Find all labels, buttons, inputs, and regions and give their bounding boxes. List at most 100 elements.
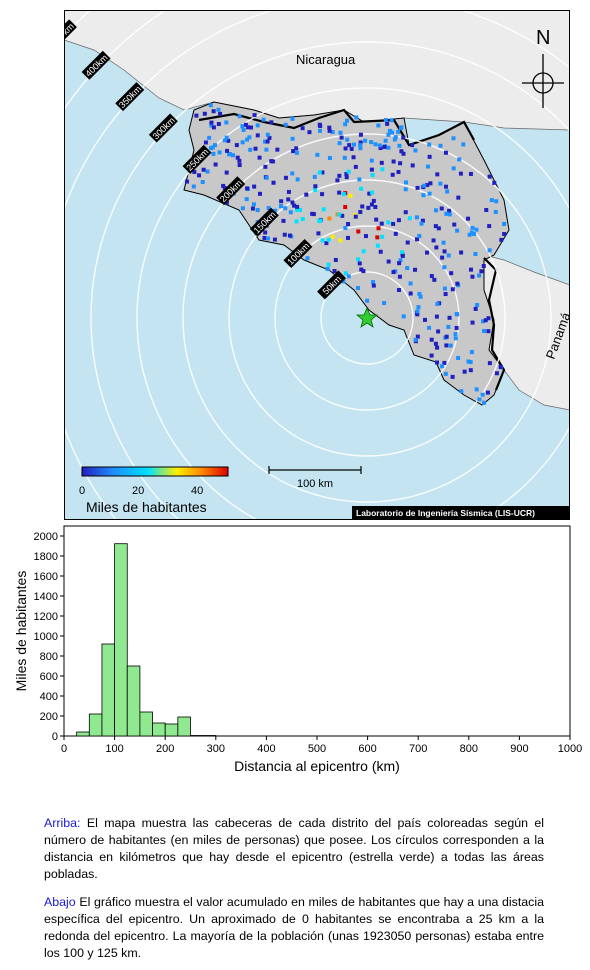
distance-ring xyxy=(320,271,414,365)
district-point xyxy=(235,155,240,160)
district-point xyxy=(403,210,408,215)
district-point xyxy=(452,222,457,227)
district-point xyxy=(386,145,391,150)
district-point xyxy=(255,208,260,213)
district-point xyxy=(484,207,489,212)
district-point xyxy=(413,267,418,272)
district-point xyxy=(442,360,447,365)
district-point xyxy=(485,390,490,395)
district-point xyxy=(407,216,412,221)
district-point xyxy=(440,255,445,260)
distance-ring xyxy=(90,41,570,520)
district-point xyxy=(279,199,284,204)
district-point xyxy=(397,261,402,266)
district-point xyxy=(386,132,391,137)
district-point xyxy=(271,180,276,185)
district-point xyxy=(255,123,260,128)
district-point xyxy=(393,135,398,140)
district-point xyxy=(257,155,262,160)
district-point xyxy=(250,206,255,211)
district-point xyxy=(455,228,460,233)
district-point xyxy=(390,130,395,135)
district-point xyxy=(209,120,214,125)
x-tick-label: 900 xyxy=(510,743,528,755)
district-point xyxy=(345,118,350,123)
district-point xyxy=(252,184,257,189)
district-point xyxy=(305,256,310,261)
district-point xyxy=(442,249,447,254)
district-point xyxy=(436,226,441,231)
district-point xyxy=(376,226,381,231)
y-tick-label: 1000 xyxy=(34,631,58,643)
caption-bottom: Abajo El gráfico muestra el valor acumul… xyxy=(44,894,544,962)
district-point xyxy=(346,274,351,279)
district-point xyxy=(387,128,392,133)
district-point xyxy=(435,301,440,306)
district-point xyxy=(486,316,491,321)
district-point xyxy=(207,135,212,140)
district-point xyxy=(295,207,300,212)
district-point xyxy=(466,216,471,221)
svg-text:20: 20 xyxy=(132,485,144,497)
histogram-bar xyxy=(190,735,204,737)
x-tick-label: 600 xyxy=(358,743,376,755)
district-point xyxy=(487,174,492,179)
district-point xyxy=(237,114,242,119)
district-point xyxy=(378,249,383,254)
district-point xyxy=(358,146,363,151)
district-point xyxy=(391,221,396,226)
district-point xyxy=(401,151,406,156)
district-point xyxy=(370,173,375,178)
y-tick-label: 1400 xyxy=(34,591,58,603)
district-point xyxy=(278,204,283,209)
district-point xyxy=(321,207,326,212)
district-point xyxy=(351,155,356,160)
svg-text:N: N xyxy=(536,27,550,49)
district-point xyxy=(324,241,329,246)
y-tick-label: 400 xyxy=(40,691,58,703)
district-point xyxy=(429,337,434,342)
district-point xyxy=(385,121,390,126)
district-point xyxy=(225,148,230,153)
district-point xyxy=(307,130,312,135)
district-point xyxy=(253,146,258,151)
caption-bottom-keyword: Abajo xyxy=(44,895,76,909)
district-point xyxy=(264,175,269,180)
district-point xyxy=(343,122,348,127)
district-point xyxy=(477,273,482,278)
district-point xyxy=(246,125,251,130)
district-point xyxy=(373,142,378,147)
histogram-bar xyxy=(152,722,166,737)
seismic-map: 50km100km150km200km250km300km350km400km4… xyxy=(64,10,570,520)
district-point xyxy=(313,184,318,189)
plot-frame xyxy=(63,525,571,737)
district-point xyxy=(416,305,421,310)
district-point xyxy=(379,221,384,226)
district-point xyxy=(197,173,202,178)
district-point xyxy=(218,111,223,116)
district-point xyxy=(468,267,473,272)
district-point xyxy=(358,132,363,137)
district-point xyxy=(382,144,387,149)
district-point xyxy=(456,195,461,200)
district-point xyxy=(265,139,270,144)
district-point xyxy=(363,138,368,143)
x-axis-ticks: 0 100 200 300 400 500 600 700 800 900 1000 xyxy=(61,736,582,755)
district-point xyxy=(481,264,486,269)
district-point xyxy=(371,198,376,203)
district-point xyxy=(185,179,190,184)
district-point xyxy=(312,174,317,179)
district-point xyxy=(313,188,318,193)
district-point xyxy=(346,169,351,174)
district-point xyxy=(494,371,499,376)
district-point xyxy=(266,206,271,211)
district-point xyxy=(327,216,332,221)
district-point xyxy=(453,336,458,341)
district-point xyxy=(442,286,447,291)
district-point xyxy=(486,329,491,334)
district-point xyxy=(459,389,464,394)
district-point xyxy=(482,400,487,405)
district-point xyxy=(451,136,456,141)
district-point xyxy=(439,206,444,211)
district-point xyxy=(428,181,433,186)
